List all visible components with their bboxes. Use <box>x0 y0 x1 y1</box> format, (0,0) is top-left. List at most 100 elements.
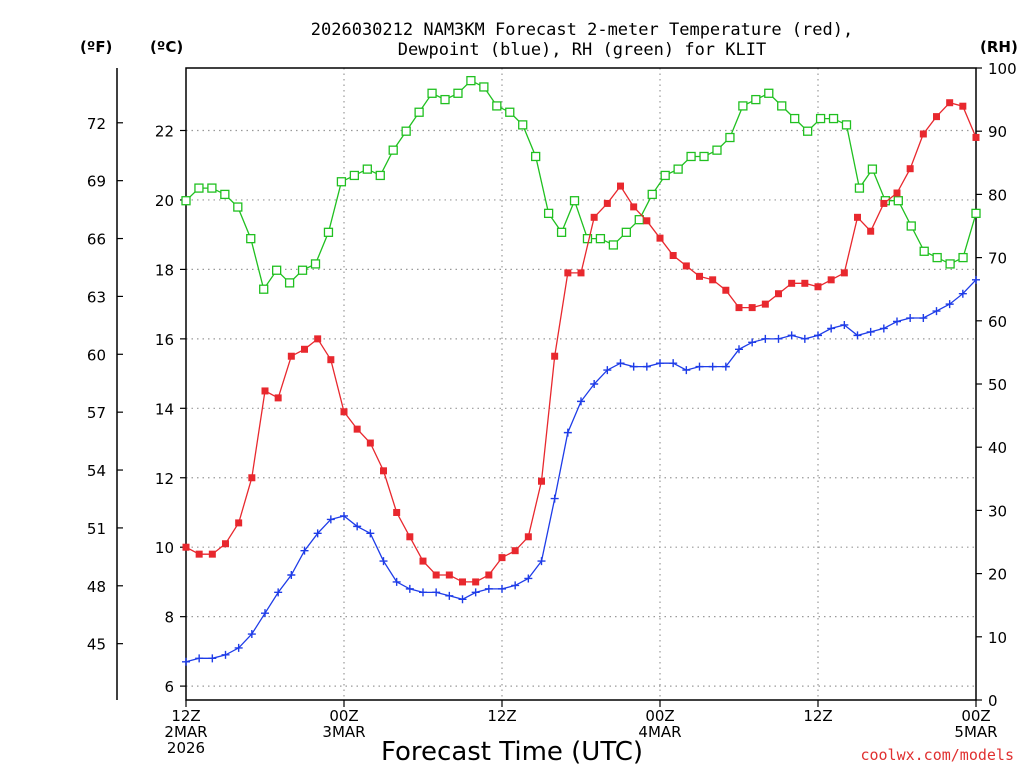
temperature-point-35 <box>643 217 651 225</box>
rh-axis: 0 10 20 30 40 50 60 70 80 90 100 <box>976 60 1017 710</box>
temperature-point-17 <box>406 533 414 541</box>
temperature-point-27 <box>538 477 545 485</box>
time-tick-label-3-0: 00Z <box>645 707 674 725</box>
rh-point-15 <box>375 170 385 181</box>
temperature-point-3 <box>222 540 229 548</box>
rh-tick-label-0: 0 <box>988 692 998 710</box>
rh-point-11 <box>323 227 334 237</box>
temperature-point-14 <box>366 439 374 447</box>
dewpoint-point-33 <box>616 359 625 368</box>
rh-point-7 <box>272 265 282 275</box>
dewpoint-point-28 <box>550 494 559 503</box>
temperature-point-2 <box>208 550 216 558</box>
rh-point-2 <box>207 183 217 193</box>
dewpoint-point-20 <box>445 591 454 600</box>
rh-point-24 <box>492 101 502 111</box>
plot-frame <box>185 67 977 701</box>
celsius-tick-label-5: 16 <box>155 331 174 349</box>
dewpoint-point-11 <box>326 515 335 524</box>
temperature-point-7 <box>274 394 282 402</box>
dewpoint-point-55 <box>906 314 915 323</box>
temperature-point-38 <box>682 262 690 270</box>
dewpoint-point-15 <box>379 557 388 566</box>
temperature-point-13 <box>353 425 361 433</box>
dewpoint-point-27 <box>537 557 546 566</box>
temperature-point-40 <box>709 276 717 284</box>
celsius-tick-label-6: 18 <box>155 261 174 279</box>
dewpoint-point-4 <box>234 643 243 652</box>
celsius-tick-label-7: 20 <box>155 192 174 210</box>
dewpoint-point-29 <box>563 428 572 437</box>
gridlines <box>186 68 976 700</box>
fahrenheit-tick-label-9: 72 <box>87 115 106 133</box>
chart-title: 2026030212 NAM3KM Forecast 2-meter Tempe… <box>311 20 853 60</box>
dewpoint-point-41 <box>721 362 730 371</box>
rh-tick-label-8: 80 <box>988 186 1007 204</box>
rh-point-12 <box>336 177 347 187</box>
time-tick-label-5-0: 00Z <box>961 707 990 725</box>
temperature-point-37 <box>669 252 677 260</box>
temperature-line <box>185 101 977 583</box>
rh-point-45 <box>764 88 774 98</box>
rh-point-6 <box>259 284 269 294</box>
fahrenheit-tick-label-2: 51 <box>87 520 106 538</box>
rh-point-51 <box>841 120 852 130</box>
rh-point-49 <box>815 113 826 124</box>
temperature-point-15 <box>380 467 387 475</box>
rh-tick-label-1: 10 <box>988 629 1007 647</box>
temperature-point-44 <box>761 300 769 308</box>
rh-point-44 <box>751 94 761 105</box>
dewpoint-point-57 <box>932 307 941 316</box>
celsius-tick-label-1: 8 <box>164 609 174 627</box>
dewpoint-point-50 <box>840 320 849 329</box>
temperature-point-25 <box>511 547 519 555</box>
rh-tick-label-6: 60 <box>988 313 1007 331</box>
dewpoint-point-42 <box>735 345 743 354</box>
rh-point-21 <box>453 88 463 98</box>
dewpoint-point-44 <box>761 334 770 343</box>
temperature-point-18 <box>419 557 427 565</box>
rh-tick-label-4: 40 <box>988 439 1007 457</box>
rh-point-31 <box>582 233 593 244</box>
temperature-point-50 <box>840 269 848 277</box>
temperature-point-33 <box>617 182 624 190</box>
time-tick-label-0-0: 12Z <box>171 707 200 725</box>
dewpoint-point-0 <box>182 657 190 666</box>
temperature-series <box>182 99 980 586</box>
rh-point-42 <box>725 132 735 143</box>
rh-point-57 <box>919 246 929 256</box>
rh-point-52 <box>854 183 865 193</box>
temperature-point-5 <box>248 474 256 482</box>
temperature-point-31 <box>590 213 598 221</box>
dewpoint-point-16 <box>392 577 401 586</box>
temperature-point-56 <box>919 130 927 138</box>
dewpoint-point-35 <box>642 362 651 371</box>
rh-point-32 <box>595 233 606 244</box>
rh-point-20 <box>440 94 450 105</box>
celsius-axis: 6 8 10 12 14 16 18 20 22 <box>155 123 186 696</box>
rh-point-47 <box>790 113 800 124</box>
temperature-point-36 <box>656 234 664 242</box>
dewpoint-point-38 <box>682 366 691 375</box>
dewpoint-point-47 <box>800 334 809 343</box>
rh-point-60 <box>958 252 968 263</box>
temperature-point-12 <box>340 408 348 416</box>
fahrenheit-tick-label-5: 60 <box>87 346 106 364</box>
temperature-point-54 <box>893 189 901 197</box>
dewpoint-point-51 <box>853 331 862 340</box>
dewpoint-point-24 <box>498 584 506 593</box>
rh-point-50 <box>828 113 839 124</box>
temperature-point-55 <box>906 165 914 173</box>
x-axis-title: Forecast Time (UTC) <box>381 737 643 767</box>
temperature-point-16 <box>393 508 401 516</box>
fahrenheit-tick-label-7: 66 <box>87 231 106 249</box>
dewpoint-point-5 <box>247 630 256 639</box>
rh-point-33 <box>608 240 619 250</box>
rh-tick-label-2: 20 <box>988 566 1007 584</box>
rh-point-17 <box>401 126 411 136</box>
dewpoint-point-17 <box>405 584 414 593</box>
temperature-point-45 <box>775 290 782 298</box>
rh-tick-label-9: 90 <box>988 123 1007 141</box>
temperature-point-29 <box>564 269 572 277</box>
